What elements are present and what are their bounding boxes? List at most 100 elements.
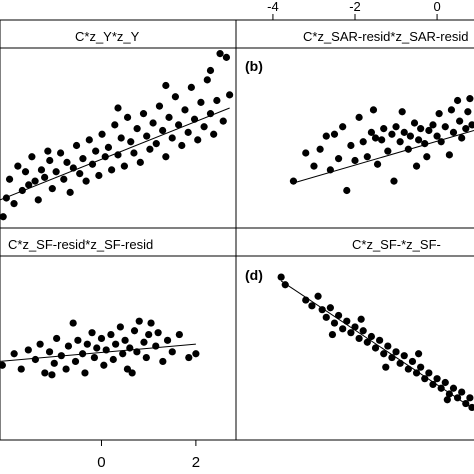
panel-d-point bbox=[441, 378, 449, 387]
panel-b-point bbox=[396, 138, 404, 146]
panel-d-point bbox=[437, 384, 445, 392]
panel-c-point bbox=[142, 353, 150, 362]
panel-a-point bbox=[48, 185, 56, 193]
panel-c-point bbox=[133, 348, 141, 356]
panel-a-point bbox=[60, 175, 68, 183]
panel-d-point bbox=[425, 369, 433, 377]
panel-a-point bbox=[226, 91, 234, 99]
panel-b-point bbox=[404, 145, 412, 153]
top-axis: -4 -2 0 bbox=[236, 0, 474, 21]
panel-b-point bbox=[289, 177, 298, 185]
panel-a-point bbox=[127, 138, 135, 146]
panel-d-point bbox=[351, 323, 359, 331]
panel-b-point bbox=[322, 132, 330, 140]
panel-d-point bbox=[357, 315, 365, 323]
panel-a-point bbox=[114, 104, 122, 112]
panel-b-label: (b) bbox=[245, 58, 263, 74]
panel-c-point bbox=[81, 369, 89, 377]
panel-d-point bbox=[382, 363, 390, 371]
panel-c-point bbox=[41, 369, 49, 377]
panel-a-point bbox=[37, 166, 46, 174]
panel-a-point bbox=[162, 153, 170, 161]
panel-b-point bbox=[330, 130, 339, 138]
panel-d-point bbox=[334, 311, 343, 320]
panel-d-point bbox=[359, 327, 367, 335]
panel-a-point bbox=[130, 149, 138, 157]
panel-d-point bbox=[433, 375, 441, 383]
panel-c-point bbox=[10, 350, 18, 358]
panel-d-point bbox=[339, 325, 347, 333]
panel-d-point bbox=[347, 329, 355, 337]
panel-c-point bbox=[79, 350, 87, 358]
panel-a-point bbox=[98, 130, 106, 138]
panel-b-point bbox=[400, 128, 408, 136]
panel-c-point bbox=[159, 357, 167, 366]
panel-a-point bbox=[66, 188, 74, 196]
panel-c-point bbox=[0, 361, 6, 369]
panel-a-point bbox=[123, 113, 132, 121]
panel-c-point bbox=[36, 340, 44, 348]
panel-b-strip-title: C*z_SAR-resid*z_SAR-resid bbox=[303, 29, 468, 44]
panel-d-point bbox=[380, 350, 388, 358]
panel-a-point bbox=[5, 175, 14, 183]
panel-b-point bbox=[355, 113, 363, 121]
panel-c-point bbox=[128, 369, 136, 377]
panel-a-point bbox=[200, 123, 208, 131]
panel-d-point bbox=[318, 306, 326, 314]
panel-c: C*z_SF-resid*z_SF-resid bbox=[0, 227, 237, 441]
panel-b-point bbox=[406, 132, 414, 140]
panel-b-point bbox=[373, 160, 382, 168]
panel-a: C*z_Y*z_Y bbox=[0, 19, 237, 229]
panel-b: C*z_SAR-resid*z_SAR-resid (b) bbox=[235, 19, 474, 229]
panel-a-point bbox=[41, 173, 49, 181]
panel-a-point bbox=[46, 156, 54, 165]
panel-c-point bbox=[192, 350, 200, 358]
panel-c-point bbox=[88, 329, 96, 337]
panel-a-point bbox=[104, 143, 113, 151]
panel-b-point bbox=[302, 149, 310, 157]
top-axis-tick-label: -2 bbox=[349, 0, 361, 14]
panel-a-plot bbox=[0, 50, 234, 221]
panel-d-point bbox=[404, 365, 412, 373]
panel-a-point bbox=[194, 136, 202, 144]
panel-a-point bbox=[168, 134, 176, 142]
panel-b-point bbox=[310, 162, 318, 170]
top-axis-ticks: -4 -2 0 bbox=[267, 0, 441, 20]
panel-b-point bbox=[466, 95, 474, 103]
panel-a-point bbox=[136, 158, 144, 166]
panel-a-point bbox=[178, 141, 186, 150]
panel-c-point bbox=[93, 344, 101, 352]
panel-a-point bbox=[190, 115, 199, 123]
panel-a-point bbox=[216, 50, 224, 58]
panel-b-point bbox=[390, 177, 398, 185]
panel-c-point bbox=[140, 338, 148, 346]
panel-c-point bbox=[48, 371, 56, 379]
panel-b-point bbox=[343, 186, 351, 195]
panel-d-point bbox=[421, 375, 429, 383]
panel-c-point bbox=[126, 344, 134, 352]
panel-d-point bbox=[330, 319, 339, 327]
panel-b-point bbox=[468, 121, 474, 129]
panel-c-frame bbox=[0, 227, 237, 441]
panel-c-point bbox=[62, 365, 70, 373]
top-axis-tick-label: 0 bbox=[433, 0, 440, 14]
panel-a-point bbox=[52, 168, 60, 176]
panel-a-point bbox=[206, 66, 215, 75]
panel-c-point bbox=[102, 346, 110, 354]
panel-d-point bbox=[314, 292, 322, 300]
panel-a-point bbox=[146, 145, 154, 153]
panel-c-point bbox=[45, 348, 54, 356]
panel-a-point bbox=[203, 76, 211, 84]
panel-b-point bbox=[433, 132, 441, 140]
panel-c-point bbox=[147, 319, 155, 327]
panel-c-point bbox=[168, 348, 176, 356]
panel-b-point bbox=[453, 96, 462, 105]
panel-b-point bbox=[412, 162, 421, 170]
panel-b-point bbox=[384, 147, 392, 155]
panel-a-strip-title: C*z_Y*z_Y bbox=[75, 29, 140, 44]
panel-d-point bbox=[415, 350, 423, 358]
bottom-axis-tick-label: 2 bbox=[192, 454, 200, 471]
panel-b-frame bbox=[235, 19, 474, 229]
panel-b-point bbox=[447, 106, 456, 114]
